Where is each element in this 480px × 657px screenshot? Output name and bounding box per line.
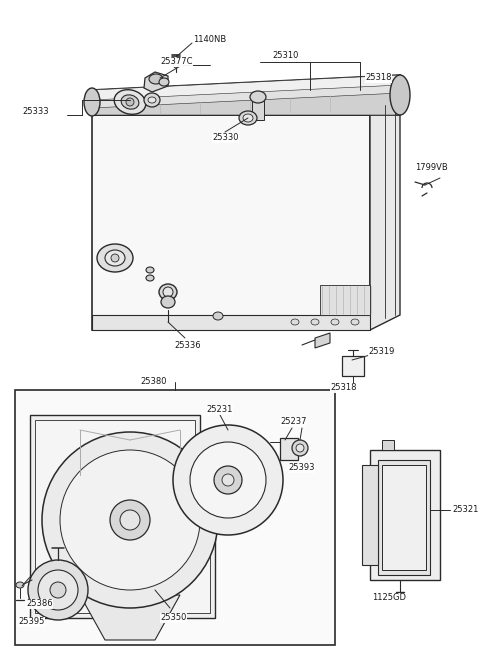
Ellipse shape bbox=[390, 75, 410, 115]
Polygon shape bbox=[80, 595, 180, 640]
Text: 25350: 25350 bbox=[160, 614, 186, 622]
Bar bbox=[362, 465, 378, 565]
Ellipse shape bbox=[28, 560, 88, 620]
Ellipse shape bbox=[110, 500, 150, 540]
Ellipse shape bbox=[292, 440, 308, 456]
Ellipse shape bbox=[38, 570, 78, 610]
Ellipse shape bbox=[146, 267, 154, 273]
Ellipse shape bbox=[351, 319, 359, 325]
Polygon shape bbox=[315, 333, 330, 348]
Bar bbox=[342, 356, 364, 376]
Ellipse shape bbox=[239, 111, 257, 125]
Text: 1799VB: 1799VB bbox=[415, 164, 448, 173]
Polygon shape bbox=[144, 72, 168, 92]
Text: 25310: 25310 bbox=[272, 51, 299, 60]
Text: 25330: 25330 bbox=[212, 133, 239, 143]
Bar bbox=[370, 450, 440, 580]
Ellipse shape bbox=[97, 244, 133, 272]
Text: 25319: 25319 bbox=[368, 348, 395, 357]
Ellipse shape bbox=[163, 287, 173, 297]
Text: 1125GD: 1125GD bbox=[372, 593, 406, 602]
Ellipse shape bbox=[16, 582, 24, 588]
Polygon shape bbox=[92, 93, 400, 115]
Bar bbox=[382, 440, 394, 450]
Polygon shape bbox=[92, 115, 370, 330]
Ellipse shape bbox=[120, 510, 140, 530]
Ellipse shape bbox=[173, 58, 179, 68]
Polygon shape bbox=[30, 415, 215, 618]
Ellipse shape bbox=[250, 91, 266, 103]
Polygon shape bbox=[35, 420, 210, 613]
Ellipse shape bbox=[50, 582, 66, 598]
Polygon shape bbox=[65, 512, 110, 531]
Ellipse shape bbox=[60, 450, 200, 590]
Text: 25386: 25386 bbox=[26, 599, 53, 608]
Bar bbox=[15, 390, 335, 645]
Ellipse shape bbox=[222, 474, 234, 486]
Text: 25393: 25393 bbox=[288, 463, 314, 472]
Ellipse shape bbox=[114, 90, 146, 114]
Ellipse shape bbox=[213, 312, 223, 320]
Text: 25336: 25336 bbox=[174, 342, 201, 350]
Polygon shape bbox=[188, 497, 224, 516]
Polygon shape bbox=[252, 97, 264, 120]
Text: 25237: 25237 bbox=[280, 417, 307, 426]
Text: 25321: 25321 bbox=[452, 505, 479, 514]
Ellipse shape bbox=[311, 319, 319, 325]
Bar bbox=[378, 460, 430, 575]
Text: 25333: 25333 bbox=[22, 108, 48, 116]
Ellipse shape bbox=[296, 444, 304, 452]
Ellipse shape bbox=[173, 425, 283, 535]
Ellipse shape bbox=[144, 93, 160, 107]
Polygon shape bbox=[152, 520, 189, 555]
Ellipse shape bbox=[159, 78, 169, 86]
Polygon shape bbox=[320, 285, 370, 315]
Ellipse shape bbox=[331, 319, 339, 325]
Ellipse shape bbox=[111, 254, 119, 262]
Ellipse shape bbox=[121, 95, 139, 109]
Polygon shape bbox=[84, 541, 125, 572]
Polygon shape bbox=[136, 537, 149, 585]
Polygon shape bbox=[227, 494, 242, 530]
Ellipse shape bbox=[42, 432, 218, 608]
Polygon shape bbox=[370, 100, 400, 330]
Ellipse shape bbox=[148, 97, 156, 103]
Polygon shape bbox=[239, 459, 277, 470]
Text: 25377C: 25377C bbox=[160, 58, 192, 66]
Ellipse shape bbox=[190, 442, 266, 518]
Ellipse shape bbox=[161, 296, 175, 308]
Text: 25395: 25395 bbox=[18, 618, 44, 627]
Ellipse shape bbox=[214, 466, 242, 494]
Text: 25318: 25318 bbox=[365, 74, 392, 83]
Ellipse shape bbox=[243, 114, 253, 122]
Bar bbox=[382, 465, 426, 570]
Polygon shape bbox=[144, 491, 192, 505]
Bar bbox=[280, 438, 298, 460]
Ellipse shape bbox=[105, 250, 125, 266]
Polygon shape bbox=[246, 480, 271, 512]
Polygon shape bbox=[92, 75, 400, 115]
Text: 25318: 25318 bbox=[330, 384, 357, 392]
Polygon shape bbox=[92, 75, 400, 100]
Polygon shape bbox=[89, 464, 112, 510]
Polygon shape bbox=[92, 315, 370, 330]
Polygon shape bbox=[178, 468, 212, 488]
Ellipse shape bbox=[146, 275, 154, 281]
Text: 25380: 25380 bbox=[140, 378, 167, 386]
Ellipse shape bbox=[159, 284, 177, 300]
Text: 1140NB: 1140NB bbox=[193, 35, 226, 45]
Text: 25231: 25231 bbox=[206, 405, 232, 415]
Ellipse shape bbox=[84, 88, 100, 116]
Polygon shape bbox=[224, 432, 251, 463]
Ellipse shape bbox=[126, 98, 134, 106]
Polygon shape bbox=[125, 457, 152, 499]
Polygon shape bbox=[200, 434, 214, 472]
Ellipse shape bbox=[291, 319, 299, 325]
Ellipse shape bbox=[149, 74, 163, 84]
